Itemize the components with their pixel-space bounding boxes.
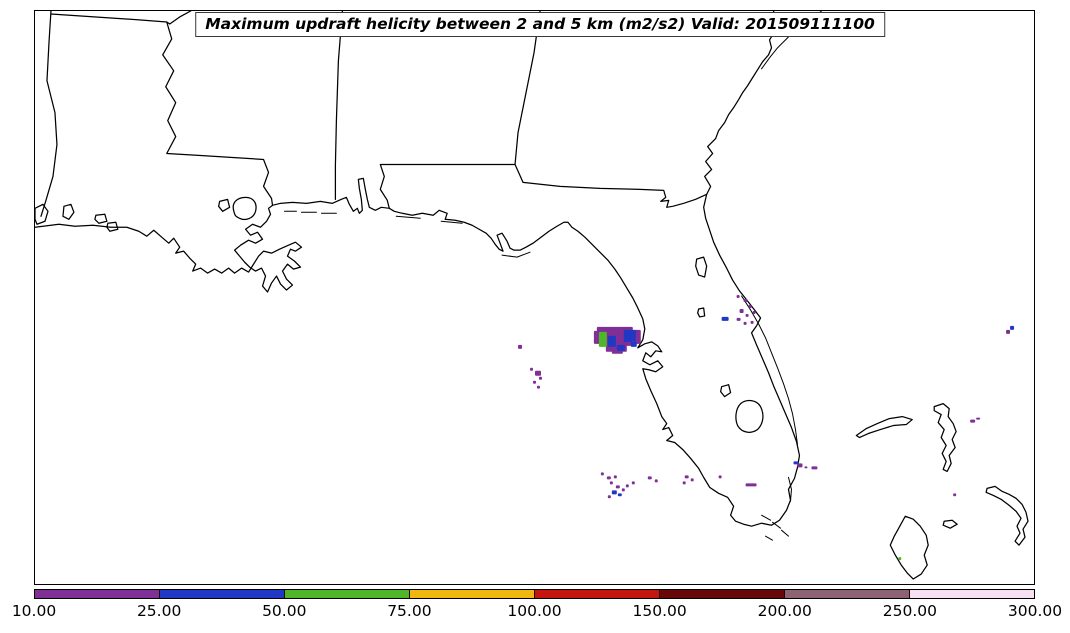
helicity-speck	[616, 344, 625, 351]
colorbar-tick-label: 50.00	[262, 602, 307, 620]
helicity-speck	[745, 313, 749, 317]
colorbar	[34, 589, 1035, 599]
helicity-speck	[617, 493, 622, 497]
helicity-speck	[530, 367, 534, 371]
helicity-speck	[615, 485, 620, 489]
helicity-speck	[631, 481, 635, 485]
helicity-speck	[793, 461, 799, 465]
helicity-swath-layer	[518, 295, 1015, 561]
helicity-speck	[970, 419, 976, 423]
helicity-speck	[748, 304, 752, 308]
helicity-speck	[654, 479, 658, 483]
helicity-speck	[630, 341, 637, 347]
helicity-speck	[750, 320, 754, 324]
map-canvas	[35, 11, 1029, 580]
helicity-speck	[745, 483, 757, 487]
helicity-speck	[752, 310, 756, 314]
state-borders	[40, 11, 708, 217]
colorbar-segment	[784, 590, 909, 598]
colorbar-tick-label: 150.00	[632, 602, 687, 620]
helicity-speck	[1010, 325, 1015, 330]
helicity-speck	[518, 344, 523, 349]
colorbar-segment	[35, 590, 159, 598]
colorbar-tick-labels: 10.00 25.00 50.00 75.00 100.00 150.00 200.00 25…	[12, 602, 1062, 624]
colorbar-tick-label: 100.00	[507, 602, 562, 620]
colorbar-segment	[659, 590, 784, 598]
colorbar-tick-label: 300.00	[1007, 602, 1063, 620]
colorbar-tick-label: 200.00	[757, 602, 812, 620]
bahamas-islands	[855, 403, 1029, 580]
helicity-speck	[609, 481, 613, 485]
helicity-speck	[536, 385, 540, 389]
helicity-speck	[647, 476, 652, 480]
colorbar-segment	[534, 590, 659, 598]
helicity-speck	[739, 308, 744, 313]
helicity-speck	[690, 478, 694, 482]
helicity-speck	[743, 321, 747, 325]
map-title: Maximum updraft helicity between 2 and 5…	[205, 15, 875, 33]
colorbar-segment	[159, 590, 284, 598]
colorbar-tick-label: 250.00	[882, 602, 937, 620]
helicity-speck	[743, 298, 748, 302]
helicity-speck	[736, 317, 741, 321]
helicity-speck	[721, 316, 729, 321]
helicity-speck	[534, 370, 541, 376]
barrier-islands	[284, 11, 822, 541]
colorbar-tick-label: 75.00	[387, 602, 432, 620]
helicity-speck	[607, 495, 611, 499]
helicity-speck	[718, 475, 722, 479]
lakes	[35, 196, 764, 433]
map-frame	[34, 10, 1035, 585]
helicity-speck	[804, 466, 808, 469]
helicity-speck	[682, 481, 686, 485]
helicity-speck	[598, 331, 607, 347]
helicity-speck	[600, 472, 604, 476]
helicity-speck	[533, 380, 536, 384]
helicity-speck	[607, 335, 616, 347]
colorbar-tick-label: 25.00	[136, 602, 182, 620]
helicity-speck	[1006, 329, 1011, 334]
helicity-speck	[613, 475, 617, 479]
helicity-speck	[611, 490, 617, 495]
colorbar-segment	[909, 590, 1034, 598]
helicity-speck	[621, 488, 625, 492]
helicity-speck	[953, 493, 957, 497]
helicity-speck	[976, 417, 981, 420]
helicity-speck	[625, 484, 629, 488]
helicity-speck	[797, 463, 803, 468]
colorbar-segment	[284, 590, 409, 598]
helicity-speck	[538, 376, 542, 380]
gulf-atlantic-coastline	[35, 11, 801, 527]
colorbar-tick-label: 10.00	[11, 602, 57, 620]
helicity-speck	[606, 476, 611, 480]
colorbar-segment	[409, 590, 534, 598]
helicity-speck	[811, 466, 818, 470]
helicity-speck	[623, 329, 636, 342]
map-title-box: Maximum updraft helicity between 2 and 5…	[195, 12, 885, 37]
helicity-speck	[736, 295, 740, 298]
helicity-speck	[684, 475, 689, 479]
helicity-speck	[898, 557, 902, 561]
